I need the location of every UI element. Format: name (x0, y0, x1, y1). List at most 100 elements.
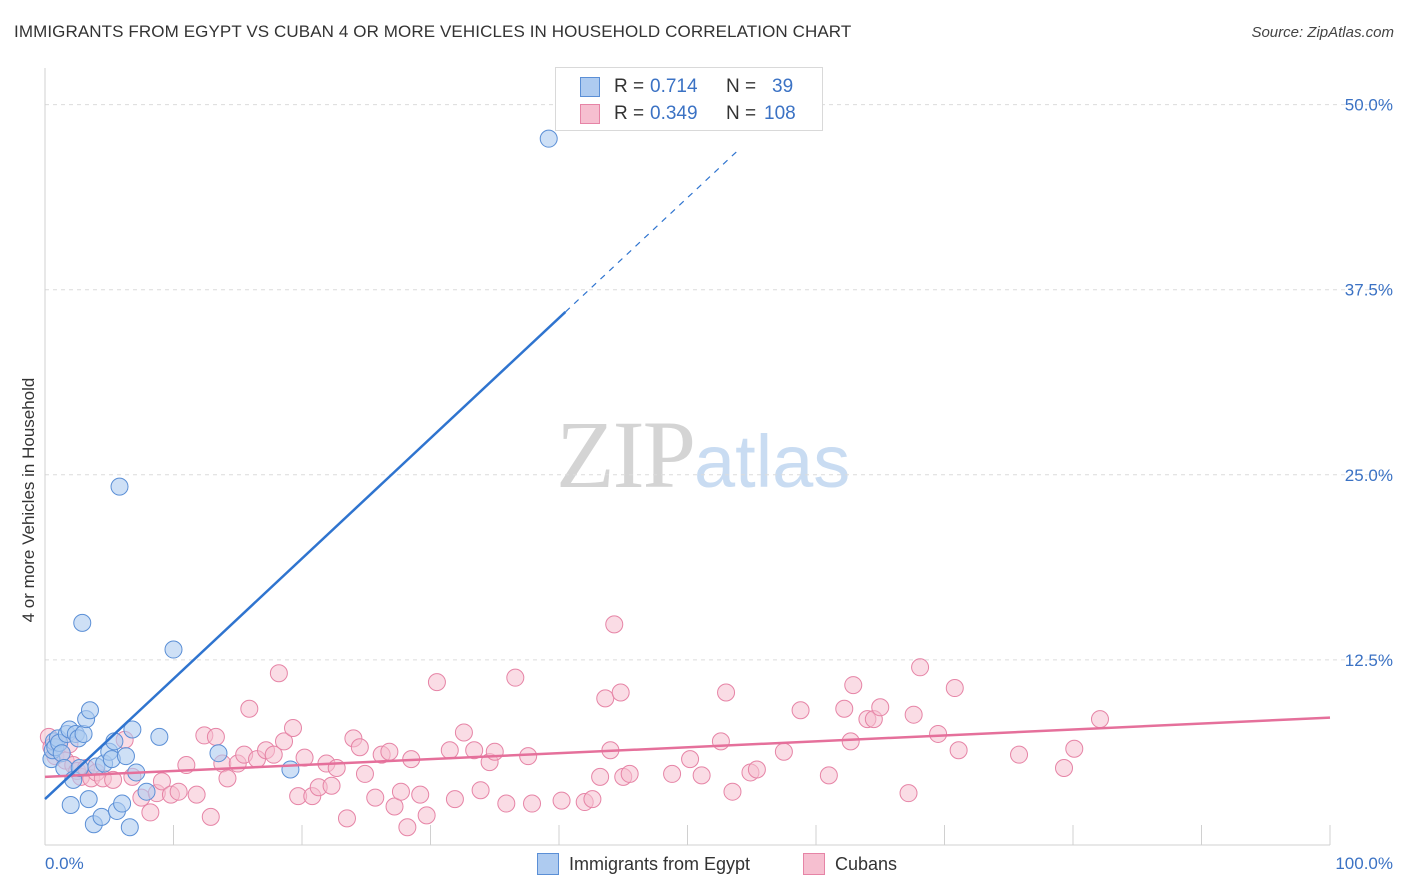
egypt-trend-extension (565, 149, 740, 313)
egypt-point (110, 477, 129, 496)
legend-n-value-egypt: 39 (772, 76, 794, 97)
watermark: ZIPatlas (556, 400, 850, 517)
cuban-point (206, 727, 225, 746)
cuban-point (104, 770, 123, 789)
cuban-point (471, 781, 490, 800)
egypt-point (79, 790, 98, 809)
cuban-point (711, 732, 730, 751)
cuban-point (949, 741, 968, 760)
cuban-point (141, 803, 160, 822)
cuban-point (366, 788, 385, 807)
cuban-point (440, 741, 459, 760)
cuban-point (819, 766, 838, 785)
egypt-point (113, 794, 132, 813)
watermark-atlas: atlas (694, 420, 851, 503)
series-cubans (39, 615, 1109, 837)
egypt-point (123, 720, 142, 739)
cuban-point (269, 664, 288, 683)
legend-r-label: R = (614, 76, 645, 97)
egypt-point (164, 640, 183, 659)
cuban-point (391, 782, 410, 801)
bottom-legend-swatch-cubans (803, 853, 825, 875)
cuban-point (945, 679, 964, 698)
legend-n-value-cubans: 108 (764, 103, 796, 124)
cuban-trend-line (44, 716, 1331, 779)
egypt-point (52, 744, 71, 763)
legend-n-label: N = (726, 76, 757, 97)
watermark-zip: ZIP (556, 401, 696, 508)
bottom-legend-label-egypt: Immigrants from Egypt (569, 854, 751, 874)
cuban-point (681, 750, 700, 769)
cuban-point (552, 791, 571, 810)
cuban-point (774, 742, 793, 761)
cuban-point (620, 764, 639, 783)
cuban-point (723, 782, 742, 801)
cuban-point (791, 701, 810, 720)
bottom-legend-swatch-egypt (537, 853, 559, 875)
cuban-point (454, 723, 473, 742)
cuban-point (465, 741, 484, 760)
cuban-point (380, 742, 399, 761)
legend-r-value-egypt: 0.714 (650, 76, 698, 97)
cuban-point (1010, 745, 1029, 764)
egypt-point (539, 129, 558, 148)
cuban-point (322, 776, 341, 795)
cuban-point (152, 772, 171, 791)
cuban-point (275, 732, 294, 751)
y-tick-label: 37.5% (1345, 281, 1393, 300)
cuban-point (591, 767, 610, 786)
egypt-point (281, 760, 300, 779)
cuban-point (519, 747, 538, 766)
egypt-point (116, 747, 135, 766)
cuban-point (417, 806, 436, 825)
cuban-point (904, 705, 923, 724)
legend-swatch-cubans (580, 104, 600, 124)
cuban-point (841, 732, 860, 751)
cuban-point (445, 790, 464, 809)
cuban-point (497, 794, 516, 813)
cuban-point (692, 766, 711, 785)
egypt-point (150, 727, 169, 746)
legend-swatch-egypt (580, 77, 600, 97)
cuban-point (871, 698, 890, 717)
cuban-point (605, 615, 624, 634)
cuban-point (201, 807, 220, 826)
cuban-point (1065, 739, 1084, 758)
cuban-point (835, 699, 854, 718)
x-tick-label: 0.0% (45, 854, 84, 873)
source-label: Source: ZipAtlas.com (1251, 24, 1394, 41)
egypt-point (120, 818, 139, 837)
cuban-point (398, 818, 417, 837)
cuban-point (663, 764, 682, 783)
cuban-point (899, 784, 918, 803)
cuban-point (411, 785, 430, 804)
cuban-point (583, 790, 602, 809)
cuban-point (264, 745, 283, 764)
cuban-point (929, 724, 948, 743)
cuban-point (1055, 759, 1074, 777)
cuban-point (611, 683, 630, 702)
cuban-point (1090, 710, 1109, 729)
cuban-point (385, 797, 404, 816)
egypt-point (74, 724, 93, 743)
cuban-point (523, 794, 542, 813)
bottom-legend-label-cubans: Cubans (835, 854, 898, 874)
cuban-point (350, 738, 369, 757)
cuban-point (844, 676, 863, 695)
legend-r-label: R = (614, 103, 645, 124)
y-axis-title: 4 or more Vehicles in Household (19, 378, 38, 623)
cuban-point (240, 699, 259, 718)
cuban-point (747, 760, 766, 779)
egypt-point (92, 807, 111, 826)
x-tick-label: 100.0% (1335, 854, 1393, 873)
egypt-point (80, 701, 99, 720)
correlation-legend: R = 0.714 N = 39 R = 0.349 N = 108 (555, 67, 823, 131)
cuban-point (218, 769, 237, 788)
egypt-point (61, 796, 80, 815)
egypt-trend-line (44, 311, 567, 801)
legend-r-value-cubans: 0.349 (650, 103, 698, 124)
y-tick-label: 12.5% (1345, 651, 1393, 670)
cuban-point (355, 764, 374, 783)
egypt-point (137, 782, 156, 801)
